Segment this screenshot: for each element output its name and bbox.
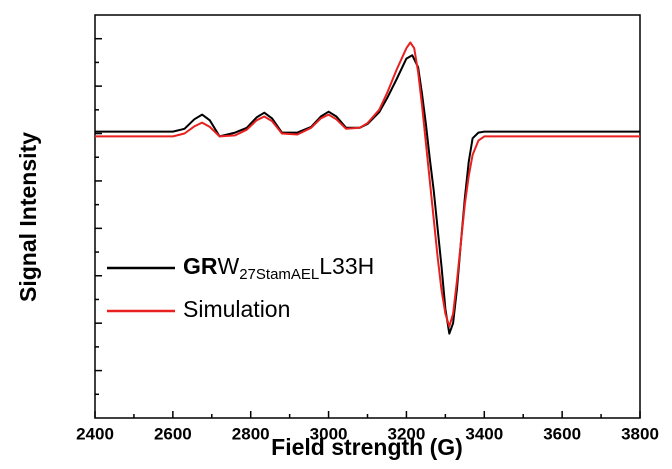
x-tick-label: 3200: [388, 424, 426, 443]
y-axis-title: Signal Intensity: [15, 132, 41, 302]
data-line: [95, 41, 640, 328]
legend-label-part: 27StamAEL: [239, 266, 319, 283]
x-tick-label: 3600: [543, 424, 581, 443]
x-axis-title: Field strength (G): [271, 434, 463, 460]
legend-label-part: W: [218, 253, 240, 279]
x-tick-label: 2600: [154, 424, 192, 443]
x-tick-label: 3800: [621, 424, 659, 443]
x-tick-label: 2800: [232, 424, 270, 443]
x-tick-label: 2400: [76, 424, 114, 443]
legend-label-part: L33H: [319, 253, 374, 279]
x-tick-label: 3400: [465, 424, 503, 443]
x-tick-label: 3000: [310, 424, 348, 443]
legend-label: Simulation: [183, 296, 290, 322]
legend-label: GRW27StamAELL33H: [183, 253, 374, 283]
plot-frame: [94, 14, 641, 419]
legend-label-part: GR: [183, 253, 218, 279]
data-line: [95, 54, 640, 335]
